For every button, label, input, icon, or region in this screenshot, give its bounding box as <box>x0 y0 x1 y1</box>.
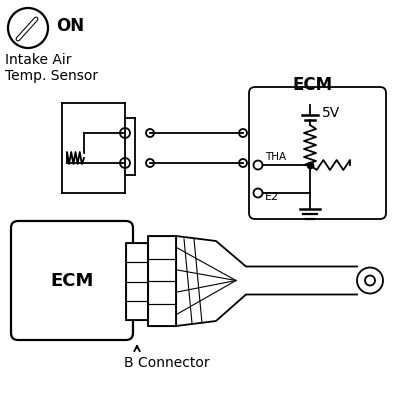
Bar <box>148 236 176 258</box>
Text: Intake Air: Intake Air <box>5 53 72 67</box>
Circle shape <box>254 188 262 198</box>
Bar <box>126 281 148 301</box>
Bar <box>148 258 176 281</box>
Bar <box>126 301 148 320</box>
Text: E2: E2 <box>265 192 279 202</box>
Circle shape <box>146 129 154 137</box>
Circle shape <box>146 159 154 167</box>
Circle shape <box>120 158 130 168</box>
Bar <box>126 243 148 320</box>
Circle shape <box>120 128 130 138</box>
Text: ECM: ECM <box>292 76 332 94</box>
Bar <box>126 262 148 281</box>
Text: 5V: 5V <box>322 106 340 120</box>
Circle shape <box>239 159 247 167</box>
Bar <box>148 303 176 326</box>
Bar <box>148 236 176 326</box>
Circle shape <box>254 160 262 170</box>
Bar <box>126 243 148 262</box>
Circle shape <box>239 129 247 137</box>
Text: ECM: ECM <box>50 271 94 290</box>
Text: B Connector: B Connector <box>124 356 210 370</box>
Text: ON: ON <box>56 17 84 35</box>
Bar <box>148 281 176 303</box>
Text: THA: THA <box>265 152 286 162</box>
Text: Temp. Sensor: Temp. Sensor <box>5 69 98 83</box>
